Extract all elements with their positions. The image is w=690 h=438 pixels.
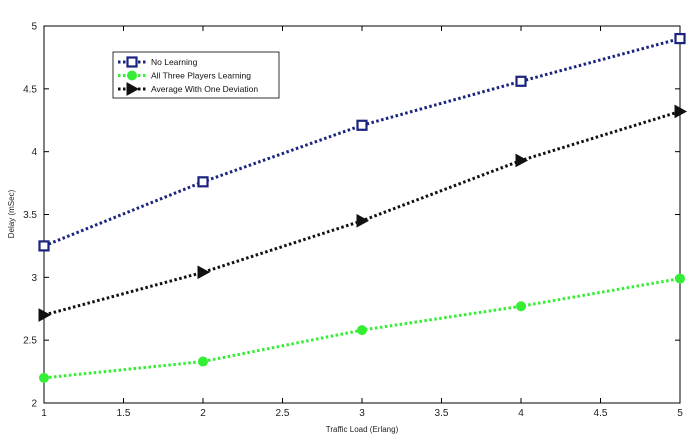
data-point: [357, 325, 367, 336]
y-tick-label: 4: [31, 147, 37, 158]
data-point: [197, 176, 209, 188]
x-tick-label: 1.5: [117, 408, 131, 419]
legend-label: No Learning: [151, 57, 198, 67]
axis-ticks: 1 1.5 2 2.5 3 3.5 4 4.5 5 2 2.5 3 3.5 4 4.5 5: [23, 22, 683, 420]
legend-marker: [127, 70, 137, 81]
data-point: [198, 356, 208, 367]
legend-label: Average With One Deviation: [151, 84, 258, 94]
y-tick-label: 4.5: [23, 84, 37, 95]
data-point: [38, 308, 52, 322]
data-point: [674, 104, 688, 119]
x-tick-label: 4: [518, 408, 524, 419]
legend-marker: [126, 82, 140, 96]
x-tick-label: 2: [200, 408, 206, 419]
y-tick-label: 2: [31, 399, 37, 410]
data-point: [38, 240, 50, 252]
legend-box: [112, 51, 280, 99]
x-tick-label: 3.5: [435, 408, 449, 419]
x-tick-label: 5: [677, 408, 683, 419]
data-point: [515, 75, 527, 87]
data-point: [356, 213, 370, 228]
series-markers: [38, 32, 688, 383]
data-point: [516, 301, 526, 312]
legend: No Learning All Three Players Learning Ave…: [112, 51, 280, 99]
data-point: [674, 32, 686, 45]
x-axis-label: Traffic Load (Erlang): [326, 425, 399, 434]
y-tick-label: 3.5: [23, 210, 37, 221]
x-tick-label: 3: [359, 408, 365, 419]
data-point: [675, 273, 685, 284]
data-point: [39, 372, 49, 383]
data-point: [356, 119, 368, 131]
y-tick-label: 2.5: [23, 336, 37, 347]
y-axis-label: Delay (mSec): [7, 189, 16, 238]
legend-items: No Learning All Three Players Learning Ave…: [118, 56, 258, 96]
x-tick-label: 2.5: [276, 408, 290, 419]
legend-label: All Three Players Learning: [151, 71, 251, 81]
y-tick-label: 3: [31, 273, 37, 284]
legend-marker: [126, 56, 138, 68]
data-point: [197, 265, 211, 280]
y-tick-label: 5: [31, 22, 37, 33]
data-point: [515, 153, 529, 168]
x-tick-label: 1: [41, 408, 47, 419]
x-tick-label: 4.5: [594, 408, 608, 419]
